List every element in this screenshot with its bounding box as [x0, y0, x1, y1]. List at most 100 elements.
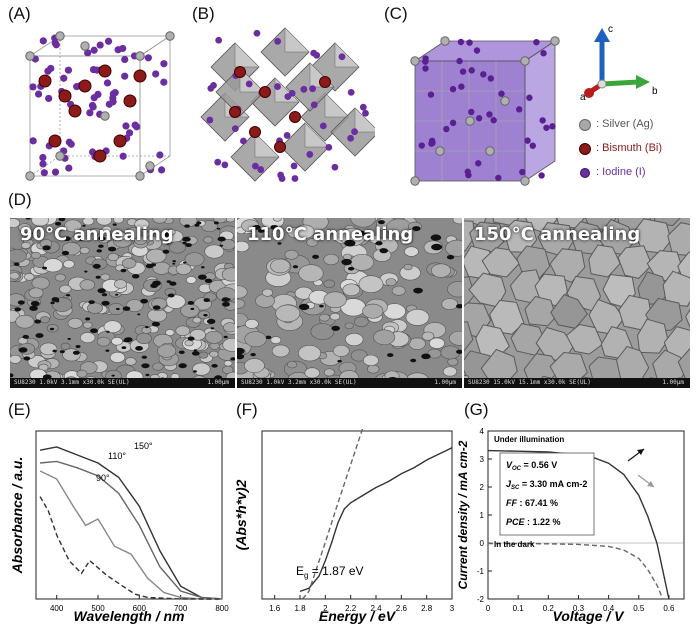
pore: [166, 242, 170, 245]
bismuth-atom: [123, 94, 137, 108]
iodine-atom: [538, 172, 545, 179]
pore: [49, 327, 55, 331]
y-tick-label: 0: [480, 539, 485, 548]
pore: [187, 336, 195, 341]
x-tick-label: 1.6: [269, 604, 281, 613]
iodine-atom: [362, 109, 369, 117]
bismuth-atom-icon: [579, 143, 591, 155]
pore: [98, 236, 106, 241]
iodine-atom: [86, 109, 94, 117]
pore: [112, 223, 117, 226]
x-tick-label: 0.4: [603, 604, 615, 613]
series-line: [39, 496, 222, 600]
grain: [237, 285, 248, 299]
pore: [298, 303, 310, 311]
series-line: [301, 426, 364, 600]
iodine-atom: [160, 78, 168, 86]
grain: [362, 354, 379, 366]
iodine-atom: [121, 55, 129, 64]
iodine-atom: [427, 91, 435, 98]
iodine-atom: [466, 39, 473, 46]
iodine-atom: [449, 119, 457, 127]
grain: [549, 248, 586, 283]
bismuth-atom: [229, 106, 241, 118]
grain: [21, 232, 33, 241]
pore: [184, 224, 190, 228]
octahedron-face: [354, 107, 375, 133]
iodine-atom: [458, 83, 465, 90]
iodine-atom: [34, 90, 43, 98]
grain: [310, 323, 335, 340]
pore: [122, 306, 131, 311]
grain: [76, 369, 88, 378]
pore: [203, 313, 208, 317]
iodine-atom: [45, 94, 53, 103]
label-in-the-dark: In the dark: [494, 540, 535, 549]
series-line: [299, 447, 453, 593]
grain: [367, 364, 380, 374]
bismuth-atom: [78, 79, 92, 93]
iodine-atom: [468, 67, 475, 74]
pore: [162, 249, 170, 254]
sem-scale-text: 1.00μm: [207, 379, 229, 386]
panel-label-g: (G): [464, 400, 489, 419]
iodine-atom: [310, 101, 318, 109]
grain: [385, 278, 397, 287]
pore: [84, 270, 88, 273]
x-tick-label: 0.3: [573, 604, 585, 613]
pore: [198, 274, 207, 280]
grain: [203, 236, 214, 244]
grain: [109, 351, 126, 363]
iodine-atom: [498, 90, 505, 97]
x-tick-label: 2.6: [396, 604, 408, 613]
pore: [140, 298, 149, 304]
y-axis-label: Absorbance / a.u.: [9, 457, 25, 575]
grain: [87, 302, 103, 314]
absorbance-chart: 400 500 600 700 800 150° 110° 90° Wavelength…: [9, 430, 229, 624]
grain: [449, 330, 462, 346]
grain: [408, 337, 426, 350]
grain: [225, 218, 235, 223]
grain: [421, 331, 435, 341]
pore: [375, 241, 383, 246]
grain: [185, 276, 197, 284]
grain: [168, 241, 187, 254]
grain: [447, 281, 462, 298]
grain: [204, 244, 225, 259]
iodine-atom: [51, 168, 60, 176]
grain: [329, 312, 341, 321]
grain: [304, 367, 320, 379]
sem-info-text: SU8230 1.0kV 3.1mm x30.0k SE(UL): [14, 379, 130, 386]
silver-atom: [440, 36, 450, 46]
iodine-atom: [464, 168, 471, 175]
annotation-150: 150°: [134, 441, 153, 451]
grain: [272, 218, 282, 222]
pore: [121, 346, 127, 350]
pore: [227, 298, 231, 301]
grain: [636, 318, 669, 354]
sem-info-bar: SU8230 1.0kV 3.2mm x30.0k SE(UL) 1.00μm: [237, 378, 462, 388]
silver-atom: [520, 56, 530, 66]
series-line: [487, 449, 670, 600]
grain: [481, 247, 521, 278]
silver-atom: [135, 171, 145, 181]
panel-label-c: (C): [384, 4, 408, 23]
x-tick-label: 0.2: [543, 604, 555, 613]
grain: [192, 316, 202, 324]
iodine-atom: [533, 38, 540, 46]
iodine-atom: [73, 83, 81, 91]
iodine-atom: [306, 151, 314, 158]
iodine-atom: [90, 46, 98, 54]
silver-atom: [25, 51, 35, 61]
grain: [205, 330, 224, 344]
pore: [111, 374, 115, 377]
grain: [79, 279, 96, 291]
pore: [193, 349, 197, 352]
grain: [323, 291, 347, 308]
sem-title-110c: 110°C annealing: [247, 224, 414, 245]
iodine-atom: [309, 85, 317, 93]
pore: [115, 307, 120, 311]
grain: [345, 333, 364, 347]
octahedron-face: [304, 122, 330, 148]
iodine-atom: [245, 80, 253, 88]
